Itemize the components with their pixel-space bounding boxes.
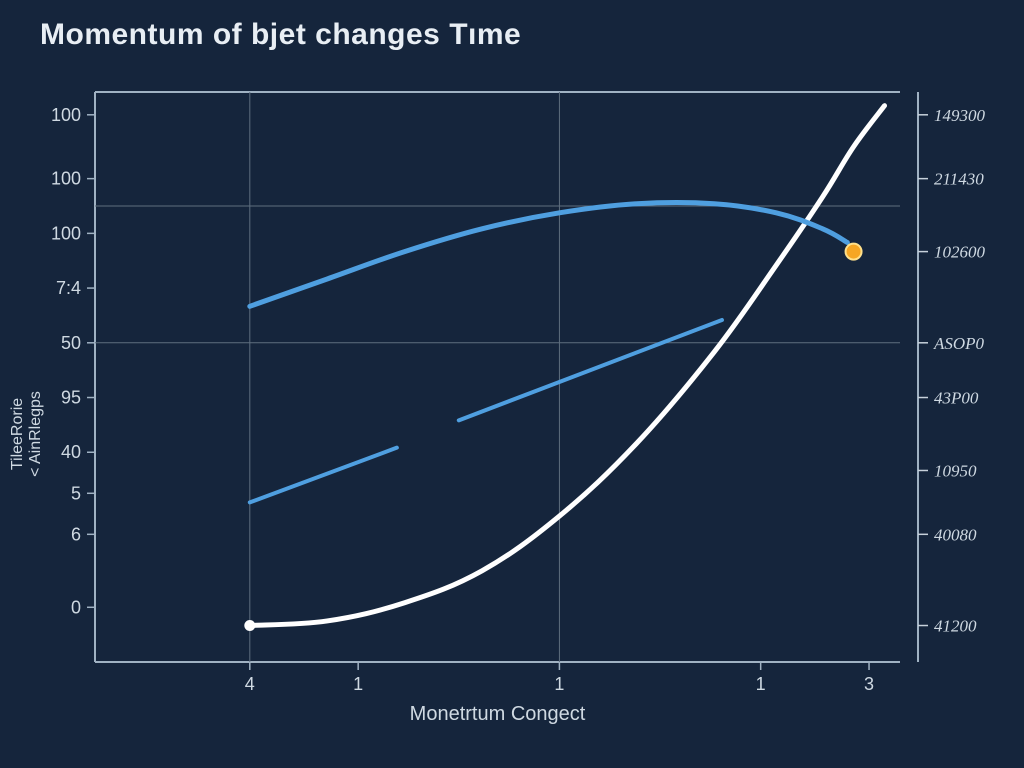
right-tick-label: 43P00 — [934, 389, 979, 408]
series-white-curve — [250, 106, 885, 626]
y-axis-label: TileeRorie< AinRlegps — [9, 391, 44, 477]
x-axis-label: Monetrtum Congect — [410, 703, 586, 725]
right-tick-label: 102600 — [934, 243, 986, 262]
right-tick-label: 40080 — [934, 525, 977, 544]
right-tick-label: 41200 — [934, 617, 977, 636]
chart-title: Momentum of bjet changes Tıme — [40, 18, 521, 52]
right-tick-label: 211430 — [934, 170, 984, 189]
y-axis-label-line: < AinRlegps — [27, 391, 44, 477]
ytick-label: 40 — [61, 442, 81, 462]
xtick-label: 1 — [353, 674, 363, 694]
xtick-label: 1 — [554, 674, 564, 694]
ytick-label: 50 — [61, 333, 81, 353]
xtick-label: 4 — [245, 674, 255, 694]
ytick-label: 0 — [71, 597, 81, 617]
xtick-label: 3 — [864, 674, 874, 694]
marker-start-white-curve — [245, 621, 255, 631]
right-tick-label: 149300 — [934, 106, 986, 125]
series-blue-segment-upper — [459, 320, 722, 420]
chart-container: Momentum of bjet changes Tıme 100 100 100 7… — [0, 0, 1024, 768]
right-tick-label: 10950 — [934, 461, 977, 480]
series-blue-segment-lower — [250, 448, 397, 503]
chart-svg: 100 100 100 7:4 50 95 40 5 6 0 TileeRorie< AinRleg… — [0, 0, 1024, 768]
ytick-label: 100 — [51, 169, 81, 189]
xtick-label: 1 — [756, 674, 766, 694]
ytick-label: 100 — [51, 223, 81, 243]
ytick-label: 7:4 — [56, 278, 81, 298]
marker-end-blue-arc — [846, 244, 862, 260]
ytick-label: 95 — [61, 388, 81, 408]
ytick-label: 6 — [71, 524, 81, 544]
ytick-label: 5 — [71, 483, 81, 503]
ytick-label: 100 — [51, 105, 81, 125]
y-axis-label-line: TileeRorie — [9, 398, 26, 470]
right-tick-label: ASOP0 — [933, 334, 985, 353]
